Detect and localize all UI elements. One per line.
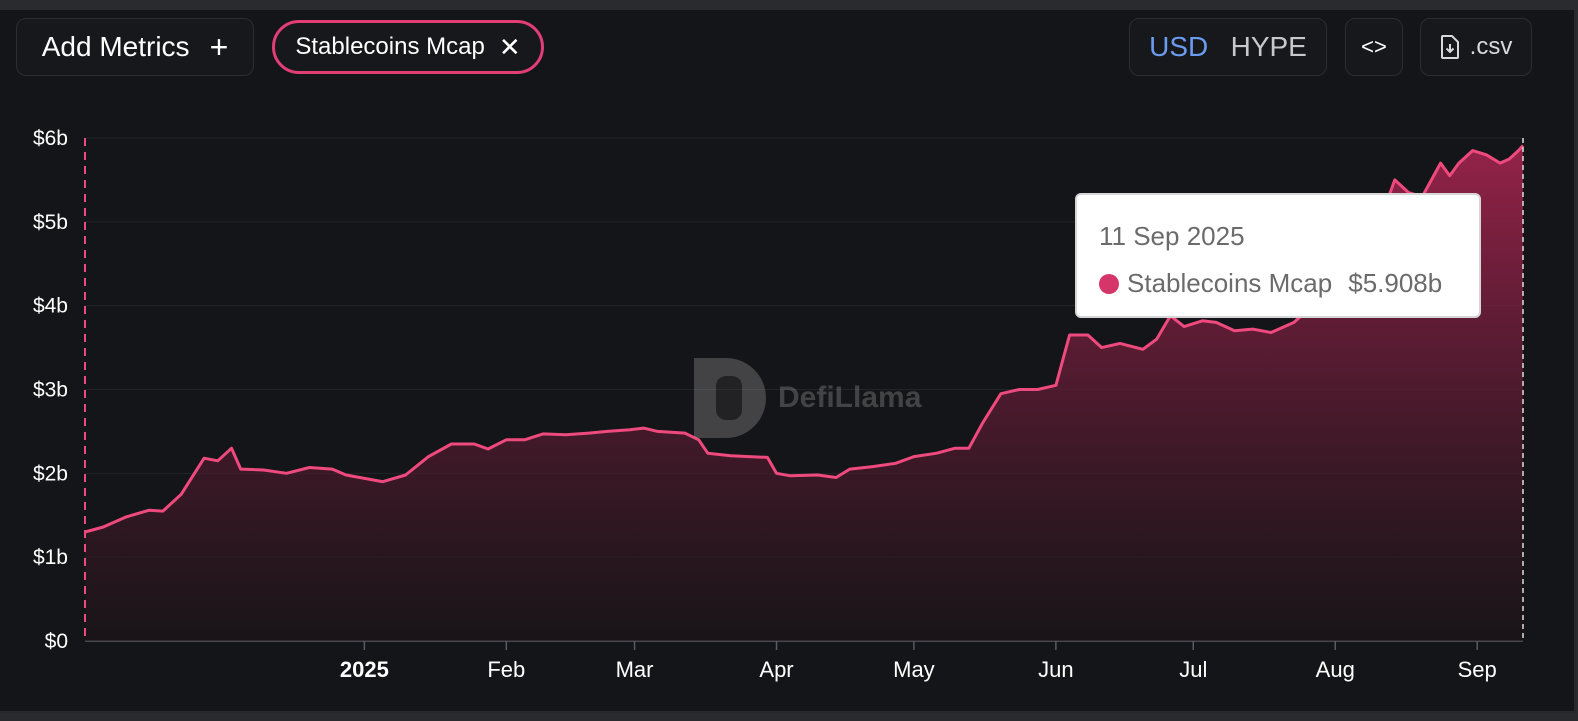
csv-label: .csv [1469, 33, 1513, 60]
x-tick-label: Aug [1316, 657, 1355, 682]
y-axis: $0 $1b $2b $3b $4b $5b $6b [33, 127, 68, 653]
embed-button[interactable]: <> [1345, 18, 1403, 76]
y-tick-label: $4b [33, 295, 68, 318]
y-tick-label: $3b [33, 379, 68, 402]
tooltip-value: $5.908b [1348, 268, 1443, 298]
defillama-watermark: DefiLlama [694, 358, 921, 438]
y-tick-label: $0 [45, 630, 68, 653]
x-tick-label: 2025 [340, 657, 389, 682]
plus-icon: + [209, 29, 229, 65]
y-tick-label: $2b [33, 462, 68, 485]
add-metrics-label: Add Metrics [41, 31, 190, 62]
tooltip-series-row: Stablecoins Mcap $5.908b [1099, 268, 1479, 299]
currency-toggle: USD HYPE [1129, 18, 1327, 76]
chart-tooltip: 11 Sep 2025 Stablecoins Mcap $5.908b [1075, 193, 1481, 318]
y-tick-label: $5b [33, 211, 68, 234]
x-tick-label: Jun [1038, 657, 1073, 682]
metric-chip-stablecoins-mcap: Stablecoins Mcap ✕ [272, 20, 544, 74]
series-area-stablecoins-mcap [85, 145, 1523, 641]
y-tick-label: $6b [33, 127, 68, 150]
series-dot-icon [1099, 273, 1119, 294]
x-tick-label: May [893, 657, 935, 682]
close-icon[interactable]: ✕ [498, 32, 521, 62]
file-download-icon [1440, 35, 1459, 59]
add-metrics-button[interactable]: Add Metrics + [16, 18, 254, 76]
watermark-text: DefiLlama [778, 381, 922, 414]
csv-download-button[interactable]: .csv [1420, 18, 1532, 76]
defillama-logo-icon [694, 358, 766, 438]
x-tick-label: Jul [1179, 657, 1207, 682]
y-tick-label: $1b [33, 546, 68, 569]
x-tick-label: Apr [759, 657, 793, 682]
currency-option-hype[interactable]: HYPE [1230, 31, 1307, 62]
tooltip-series-name: Stablecoins Mcap [1127, 268, 1333, 298]
x-tick-label: Mar [616, 657, 654, 682]
x-axis: 2025 Feb Mar Apr May Jun Jul Aug Sep [340, 641, 1497, 682]
currency-option-usd[interactable]: USD [1149, 31, 1209, 62]
x-tick-label: Feb [487, 657, 525, 682]
tooltip-date: 11 Sep 2025 [1099, 221, 1245, 251]
x-tick-label: Sep [1458, 657, 1497, 682]
code-icon: <> [1361, 34, 1387, 59]
metric-chip-label: Stablecoins Mcap [295, 33, 485, 60]
